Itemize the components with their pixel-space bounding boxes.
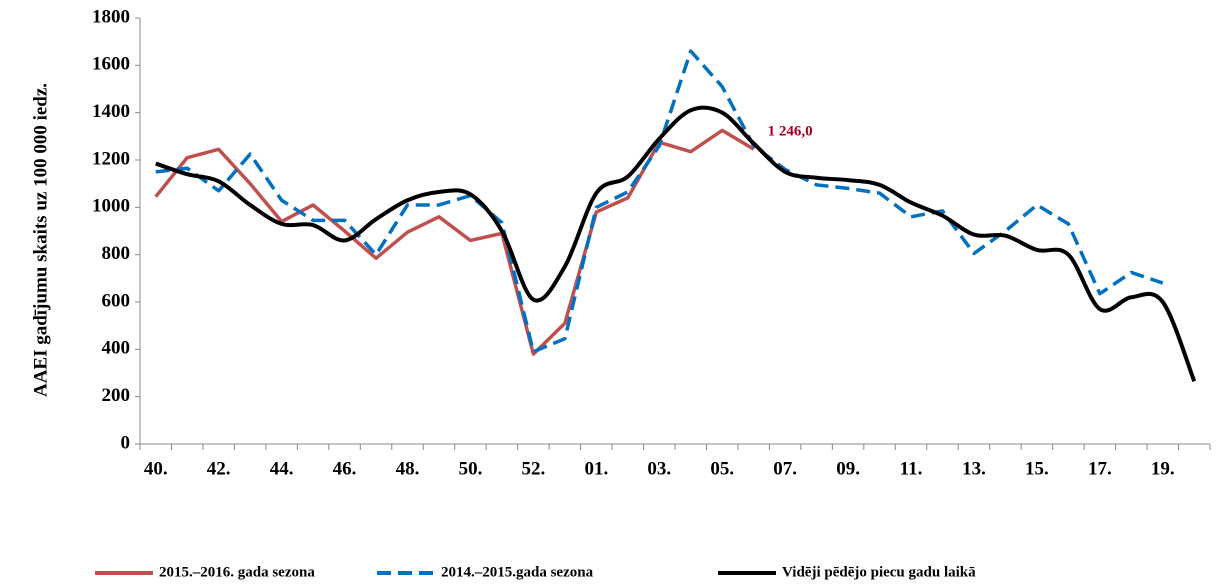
x-tick-label: 50. [459,458,483,479]
x-tick-label: 07. [773,458,797,479]
x-tick-label: 46. [333,458,357,479]
x-tick-label: 01. [584,458,608,479]
y-tick-label: 1800 [92,6,130,27]
x-tick-label: 13. [962,458,986,479]
y-tick-label: 600 [102,290,131,311]
y-tick-label: 1400 [92,101,130,122]
x-tick-label: 42. [207,458,231,479]
x-tick-label: 40. [144,458,168,479]
series-line [155,49,1164,354]
x-tick-label: 09. [836,458,860,479]
y-tick-label: 800 [102,243,131,264]
legend-label: 2014.–2015.gada sezona [441,564,594,580]
y-tick-label: 1600 [92,54,130,75]
legend-label: 2015.–2016. gada sezona [159,564,315,580]
x-tick-label: 05. [710,458,734,479]
series-line [154,128,755,356]
y-tick-label: 0 [121,432,131,453]
y-axis-label: AAEI gadījumu skaits uz 100 000 iedz. [30,83,51,397]
series-line [155,105,1197,383]
y-tick-label: 1000 [92,196,130,217]
y-tick-label: 1200 [92,148,130,169]
y-tick-label: 200 [102,385,131,406]
x-tick-label: 17. [1088,458,1112,479]
x-tick-label: 11. [900,458,923,479]
data-label: 1 246,0 [768,124,813,140]
x-tick-label: 19. [1151,458,1175,479]
x-tick-label: 03. [647,458,671,479]
x-tick-label: 52. [522,458,546,479]
x-tick-label: 44. [270,458,294,479]
legend-label: Vidēji pēdējo piecu gadu laikā [782,564,976,580]
x-tick-label: 48. [396,458,420,479]
x-tick-label: 15. [1025,458,1049,479]
y-tick-label: 400 [102,338,131,359]
